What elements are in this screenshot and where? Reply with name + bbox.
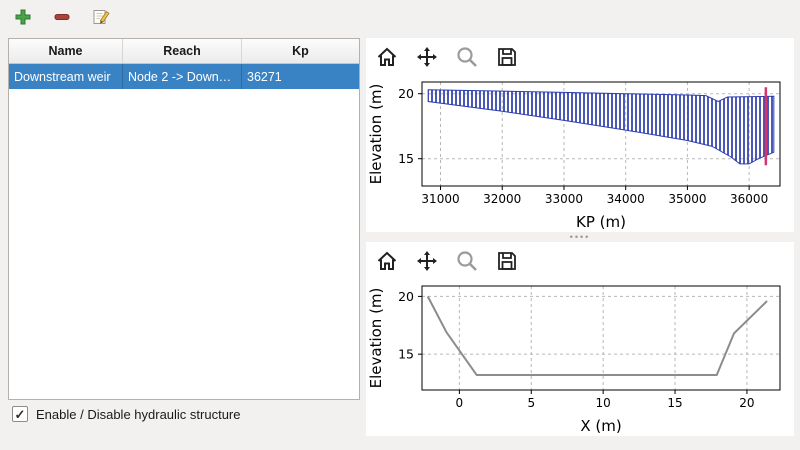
table-row[interactable]: Downstream weir Node 2 -> Down… 36271: [9, 64, 359, 89]
profile-plot-toolbar: [366, 38, 794, 76]
cross-section-chart[interactable]: 0 5 10 15 20 15 20 X (m) Elevation (m): [366, 280, 792, 436]
zoom-icon: [457, 251, 477, 271]
splitter-dots-icon: ••••: [569, 232, 591, 242]
cell-name: Downstream weir: [9, 64, 123, 89]
svg-text:KP (m): KP (m): [576, 213, 626, 231]
column-header-reach[interactable]: Reach: [123, 39, 242, 63]
home-button[interactable]: [374, 44, 400, 70]
svg-text:20: 20: [398, 289, 414, 304]
structures-table: Name Reach Kp Downstream weir Node 2 -> …: [8, 38, 360, 400]
svg-text:20: 20: [398, 86, 414, 101]
enable-structure-checkbox[interactable]: ✓: [12, 406, 28, 422]
longitudinal-profile-chart[interactable]: 31000 32000 33000 34000 35000 36000 15 20 KP (m)…: [366, 76, 792, 232]
svg-text:31000: 31000: [421, 192, 459, 206]
pan-icon: [417, 251, 437, 271]
longitudinal-profile-panel: 31000 32000 33000 34000 35000 36000 15 20 KP (m)…: [366, 38, 794, 232]
remove-structure-button[interactable]: [51, 5, 75, 29]
table-header-row: Name Reach Kp: [9, 39, 359, 64]
zoom-icon: [457, 47, 477, 67]
checkmark-icon: ✓: [14, 406, 26, 422]
save-icon: [498, 252, 516, 270]
enable-structure-label[interactable]: Enable / Disable hydraulic structure: [36, 406, 241, 422]
cell-reach: Node 2 -> Down…: [123, 64, 242, 89]
svg-text:35000: 35000: [668, 192, 706, 206]
cross-section-panel: 0 5 10 15 20 15 20 X (m) Elevation (m): [366, 242, 794, 436]
save-button[interactable]: [494, 44, 520, 70]
edit-icon: [93, 10, 110, 24]
svg-text:X (m): X (m): [580, 417, 621, 435]
svg-text:0: 0: [456, 396, 464, 410]
svg-text:15: 15: [398, 347, 414, 362]
svg-text:10: 10: [596, 396, 611, 410]
svg-text:5: 5: [527, 396, 535, 410]
edit-structure-button[interactable]: [90, 5, 114, 29]
svg-text:33000: 33000: [545, 192, 583, 206]
svg-text:34000: 34000: [607, 192, 645, 206]
pan-button[interactable]: [414, 248, 440, 274]
svg-text:Elevation (m): Elevation (m): [367, 288, 385, 389]
home-icon: [377, 47, 397, 66]
svg-text:20: 20: [739, 396, 754, 410]
pan-icon: [417, 47, 437, 67]
column-header-kp[interactable]: Kp: [292, 44, 309, 58]
column-header-name[interactable]: Name: [9, 39, 123, 63]
add-structure-button[interactable]: [12, 5, 36, 29]
splitter-handle[interactable]: ••••: [366, 232, 794, 242]
pan-button[interactable]: [414, 44, 440, 70]
home-button[interactable]: [374, 248, 400, 274]
svg-text:36000: 36000: [730, 192, 768, 206]
svg-text:15: 15: [398, 151, 414, 166]
save-button[interactable]: [494, 248, 520, 274]
save-icon: [498, 48, 516, 66]
svg-text:32000: 32000: [483, 192, 521, 206]
svg-text:Elevation (m): Elevation (m): [367, 84, 385, 185]
zoom-button[interactable]: [454, 248, 480, 274]
cell-kp: 36271: [247, 69, 282, 84]
cross-section-plot-toolbar: [366, 242, 794, 280]
svg-text:15: 15: [667, 396, 682, 410]
home-icon: [377, 251, 397, 270]
plus-icon: [15, 9, 31, 25]
minus-icon: [54, 14, 70, 20]
table-body: Downstream weir Node 2 -> Down… 36271: [9, 64, 359, 89]
plots-column: 31000 32000 33000 34000 35000 36000 15 20 KP (m)…: [366, 38, 794, 436]
enable-structure-row: ✓ Enable / Disable hydraulic structure: [12, 406, 241, 422]
zoom-button[interactable]: [454, 44, 480, 70]
main-toolbar: [0, 0, 800, 34]
